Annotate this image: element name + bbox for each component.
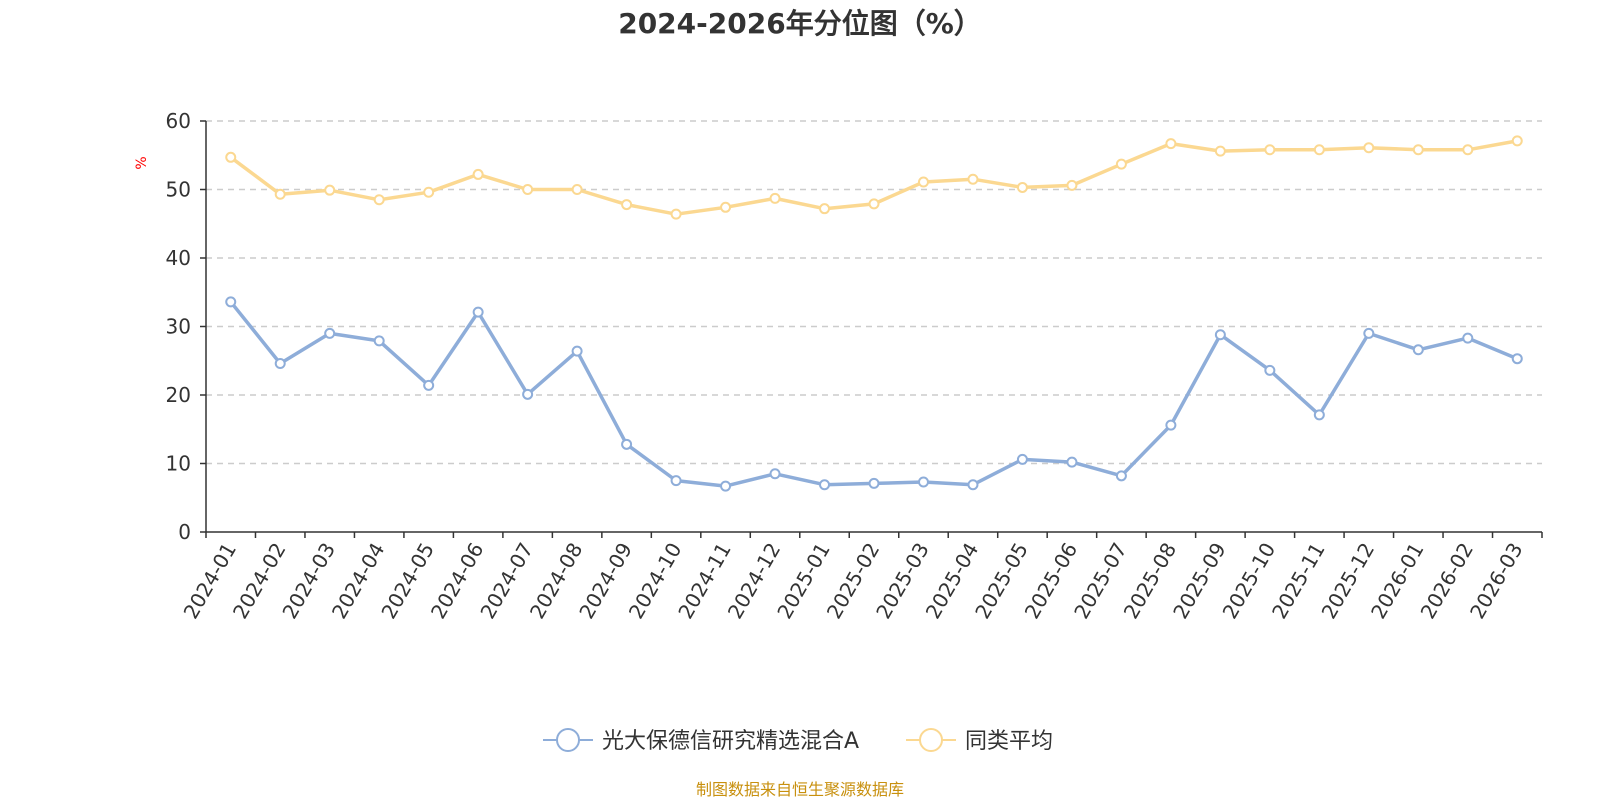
- data-point[interactable]: [472, 168, 484, 180]
- legend-item-2[interactable]: 同类平均: [906, 728, 1053, 754]
- data-point[interactable]: [571, 184, 583, 195]
- y-tick-label: 0: [178, 520, 191, 544]
- legend-label: 同类平均: [965, 729, 1053, 754]
- y-axis-unit-label: %: [134, 156, 150, 169]
- legend-label: 光大保德信研究精选混合A: [602, 729, 859, 754]
- data-point[interactable]: [522, 184, 534, 195]
- data-point[interactable]: [274, 357, 286, 369]
- chart-title: 2024-2026年分位图（%）: [618, 7, 982, 40]
- data-point[interactable]: [720, 201, 732, 213]
- legend-marker-icon: [919, 728, 943, 752]
- data-point[interactable]: [1264, 364, 1276, 376]
- data-point[interactable]: [324, 184, 336, 196]
- y-tick-label: 40: [166, 246, 191, 270]
- data-point[interactable]: [917, 476, 929, 488]
- data-point[interactable]: [423, 379, 435, 391]
- data-point[interactable]: [1214, 329, 1226, 341]
- data-point[interactable]: [1016, 453, 1028, 465]
- y-tick-label: 30: [166, 315, 191, 339]
- data-point[interactable]: [522, 388, 534, 400]
- data-point[interactable]: [819, 479, 831, 491]
- data-point[interactable]: [472, 306, 484, 318]
- data-point[interactable]: [274, 188, 286, 200]
- data-point[interactable]: [423, 186, 435, 198]
- data-point[interactable]: [769, 192, 781, 204]
- data-point[interactable]: [1214, 145, 1226, 157]
- y-tick-label: 20: [166, 383, 191, 407]
- data-point[interactable]: [819, 203, 831, 215]
- data-point[interactable]: [1264, 144, 1276, 156]
- data-point[interactable]: [1462, 332, 1474, 344]
- legend[interactable]: 光大保德信研究精选混合A 同类平均: [543, 728, 1053, 754]
- data-point[interactable]: [1462, 144, 1474, 156]
- data-point[interactable]: [1313, 144, 1325, 156]
- data-point[interactable]: [1511, 353, 1523, 365]
- data-point[interactable]: [373, 194, 385, 206]
- data-point[interactable]: [1412, 344, 1424, 356]
- y-tick-label: 50: [166, 178, 191, 202]
- data-point[interactable]: [1165, 138, 1177, 150]
- data-point[interactable]: [1115, 158, 1127, 170]
- legend-item-1[interactable]: 光大保德信研究精选混合A: [543, 728, 859, 754]
- series-lines: [225, 135, 1523, 492]
- data-point[interactable]: [1066, 456, 1078, 468]
- data-point[interactable]: [621, 438, 633, 450]
- data-point[interactable]: [571, 345, 583, 357]
- data-point[interactable]: [1313, 409, 1325, 421]
- data-point[interactable]: [1016, 181, 1028, 193]
- data-point[interactable]: [967, 173, 979, 185]
- data-point[interactable]: [225, 296, 237, 308]
- data-point[interactable]: [769, 468, 781, 480]
- data-point[interactable]: [720, 480, 732, 492]
- source-note: 制图数据来自恒生聚源数据库: [696, 780, 904, 799]
- data-point[interactable]: [868, 198, 880, 210]
- data-point[interactable]: [1165, 419, 1177, 431]
- data-point[interactable]: [670, 208, 682, 220]
- data-point[interactable]: [1066, 179, 1078, 191]
- data-point[interactable]: [917, 176, 929, 188]
- data-point[interactable]: [621, 199, 633, 211]
- y-tick-label: 10: [166, 452, 191, 476]
- axes: 01020304050602024-012024-022024-032024-0…: [166, 109, 1543, 623]
- grid-lines: [206, 120, 1542, 465]
- data-point[interactable]: [868, 477, 880, 489]
- data-point[interactable]: [225, 151, 237, 163]
- data-point[interactable]: [1115, 470, 1127, 482]
- data-point[interactable]: [324, 327, 336, 339]
- data-point[interactable]: [373, 335, 385, 347]
- legend-marker-icon: [556, 728, 580, 752]
- data-point[interactable]: [1363, 142, 1375, 154]
- data-point[interactable]: [670, 475, 682, 487]
- data-point[interactable]: [1511, 135, 1523, 147]
- series-line-1: [228, 300, 1520, 488]
- data-point[interactable]: [967, 479, 979, 491]
- y-tick-label: 60: [166, 109, 191, 133]
- data-point[interactable]: [1363, 327, 1375, 339]
- data-point[interactable]: [1412, 144, 1424, 156]
